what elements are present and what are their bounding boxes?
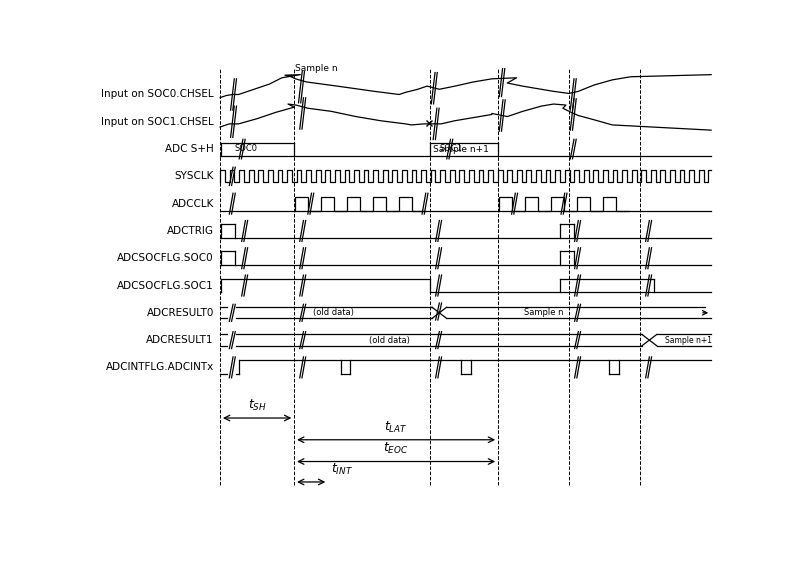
Text: $t_{LAT}$: $t_{LAT}$ [384, 419, 408, 434]
Text: ADC S+H: ADC S+H [165, 144, 214, 154]
Text: (old data): (old data) [313, 308, 354, 318]
Text: Input on SOC0.CHSEL: Input on SOC0.CHSEL [101, 89, 214, 99]
Text: Input on SOC1.CHSEL: Input on SOC1.CHSEL [101, 117, 214, 127]
Text: ADCSOCFLG.SOC1: ADCSOCFLG.SOC1 [117, 281, 214, 290]
Text: Sample n: Sample n [524, 308, 563, 318]
Text: ADCINTFLG.ADCINTx: ADCINTFLG.ADCINTx [106, 362, 214, 372]
Text: SOC1: SOC1 [439, 144, 462, 153]
Text: ADCRESULT1: ADCRESULT1 [147, 335, 214, 345]
Text: $t_{INT}$: $t_{INT}$ [332, 462, 353, 477]
Text: SOC0: SOC0 [234, 144, 257, 153]
Text: $t_{EOC}$: $t_{EOC}$ [383, 441, 409, 457]
Text: (old data): (old data) [370, 336, 410, 345]
Text: ADCCLK: ADCCLK [171, 199, 214, 208]
Text: Sample n+1: Sample n+1 [434, 145, 489, 154]
Text: ADCSOCFLG.SOC0: ADCSOCFLG.SOC0 [117, 253, 214, 263]
Text: ADCTRIG: ADCTRIG [167, 226, 214, 236]
Text: Sample n+1: Sample n+1 [665, 336, 712, 345]
Text: $t_{SH}$: $t_{SH}$ [248, 398, 266, 413]
Text: SYSCLK: SYSCLK [175, 171, 214, 181]
Text: ADCRESULT0: ADCRESULT0 [147, 308, 214, 318]
Text: Sample n: Sample n [296, 64, 338, 72]
